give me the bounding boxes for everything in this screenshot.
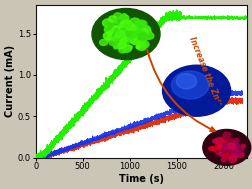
Text: Increase the Zn²⁺: Increase the Zn²⁺ bbox=[187, 36, 224, 108]
Y-axis label: Current (mA): Current (mA) bbox=[5, 45, 15, 117]
X-axis label: Time (s): Time (s) bbox=[119, 174, 164, 184]
